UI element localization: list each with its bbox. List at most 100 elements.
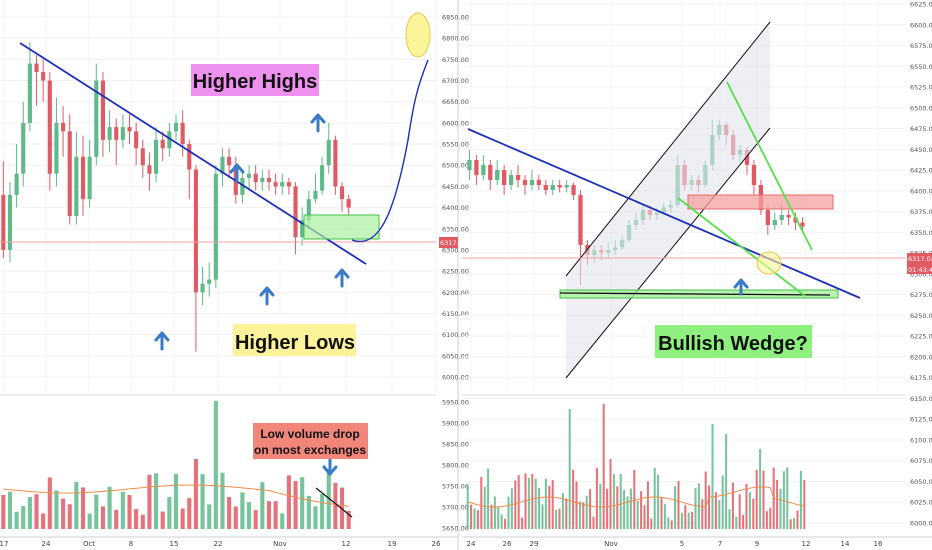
candle-body xyxy=(213,173,218,280)
volume-bar xyxy=(140,514,145,529)
volume-bar xyxy=(572,469,575,529)
volume-bar xyxy=(134,509,139,529)
higher-lows-callout: Higher Lows xyxy=(233,324,356,356)
volume-bar xyxy=(240,492,245,529)
volume-bar xyxy=(589,489,592,529)
right-channel-fill xyxy=(566,22,770,378)
volume-bar xyxy=(306,495,311,529)
right-breakout-arrow xyxy=(733,278,749,296)
higher-lows-box xyxy=(233,324,356,356)
volume-bar xyxy=(670,520,673,529)
candle-body xyxy=(320,165,325,191)
volume-bar xyxy=(793,518,796,529)
volume-bar xyxy=(646,481,649,529)
volume-bar xyxy=(738,494,741,529)
right-channel-upper xyxy=(565,21,771,277)
right-y-tick-label: 6575.00 xyxy=(910,42,932,50)
candle-body xyxy=(578,195,583,245)
right-y-tick-label: 6350.00 xyxy=(910,229,932,237)
volume-bar xyxy=(575,481,578,529)
right-y-tick-label: 6400.00 xyxy=(910,187,932,195)
right-y-tick-label: 6425.00 xyxy=(910,167,932,175)
left-volume-tick-label: 5850.00 xyxy=(442,441,469,449)
right-target-ellipse xyxy=(756,251,782,275)
volume-bar xyxy=(483,486,486,529)
volume-bar xyxy=(759,449,762,529)
left-y-tick-label: 6650.00 xyxy=(442,98,469,106)
volume-bar xyxy=(534,478,537,529)
volume-bar xyxy=(227,496,232,529)
volume-bar xyxy=(7,491,13,529)
volume-bar xyxy=(660,497,663,529)
left-volume-tick-label: 5650.00 xyxy=(442,525,469,533)
candle-body xyxy=(467,160,472,170)
volume-bar xyxy=(595,467,598,529)
candle-body xyxy=(61,122,66,132)
volume-bar xyxy=(476,510,479,529)
candle-body xyxy=(564,185,569,188)
arrow-head xyxy=(322,465,338,476)
left-projection-curve xyxy=(351,59,429,243)
volume-decline-line xyxy=(315,487,353,518)
volume-bar xyxy=(725,434,728,529)
volume-bar xyxy=(193,459,198,529)
higher-lows-label: Higher Lows xyxy=(235,332,355,354)
volume-bar xyxy=(510,488,513,529)
volume-bar xyxy=(629,488,632,529)
volume-bar xyxy=(333,482,338,529)
volume-bar xyxy=(273,501,278,529)
volume-bar xyxy=(544,478,547,529)
volume-bar xyxy=(636,500,639,529)
volume-bar xyxy=(555,509,558,529)
volume-bar xyxy=(67,504,72,529)
candle-body xyxy=(339,186,345,200)
volume-bar xyxy=(779,488,782,529)
candle-body xyxy=(495,170,500,180)
right-y-tick-label: 6250.00 xyxy=(910,312,932,320)
volume-bar xyxy=(61,498,66,529)
candle-body xyxy=(107,127,112,140)
candle-body xyxy=(173,122,179,132)
low-volume-box xyxy=(253,423,368,459)
volume-bar xyxy=(100,506,106,529)
right-y-tick-label: 6000.00 xyxy=(910,520,932,528)
volume-bar xyxy=(735,516,738,529)
volume-bar xyxy=(246,502,252,529)
volume-bar xyxy=(599,483,602,529)
volume-bar xyxy=(497,506,500,529)
volume-bar xyxy=(286,475,291,529)
right-x-tick-label: 5 xyxy=(680,540,684,548)
volume-bar xyxy=(120,491,125,529)
volume-bar xyxy=(160,511,165,529)
volume-bar xyxy=(708,485,711,529)
volume-bar xyxy=(782,471,785,529)
left-x-tick-label: Nov xyxy=(273,540,287,548)
volume-bar xyxy=(755,469,758,529)
volume-bar xyxy=(207,504,212,529)
candle-body xyxy=(772,220,777,225)
volume-bar xyxy=(34,494,39,529)
volume-bar xyxy=(653,467,656,529)
left-price-tag xyxy=(439,237,458,248)
left-y-tick-label: 6200.00 xyxy=(442,289,469,297)
volume-bar xyxy=(74,481,79,529)
candle-body xyxy=(543,185,548,190)
candle-body xyxy=(34,63,39,73)
right-x-tick-label: 7 xyxy=(718,540,722,548)
volume-bar xyxy=(657,474,660,529)
right-y-tick-label: 6500.00 xyxy=(910,104,932,112)
candle-body xyxy=(571,185,576,195)
volume-bar xyxy=(147,474,152,529)
volume-bar xyxy=(677,481,680,529)
volume-bar xyxy=(680,512,683,529)
candle-body xyxy=(522,180,528,185)
candle-body xyxy=(127,127,132,132)
arrow-head xyxy=(334,268,350,279)
arrow-head xyxy=(229,163,245,174)
volume-bar xyxy=(94,494,99,529)
right-support-line xyxy=(559,292,831,296)
volume-bar xyxy=(728,509,731,529)
wedge-upper-line xyxy=(726,81,813,251)
left-y-tick-label: 6400.00 xyxy=(442,204,469,212)
